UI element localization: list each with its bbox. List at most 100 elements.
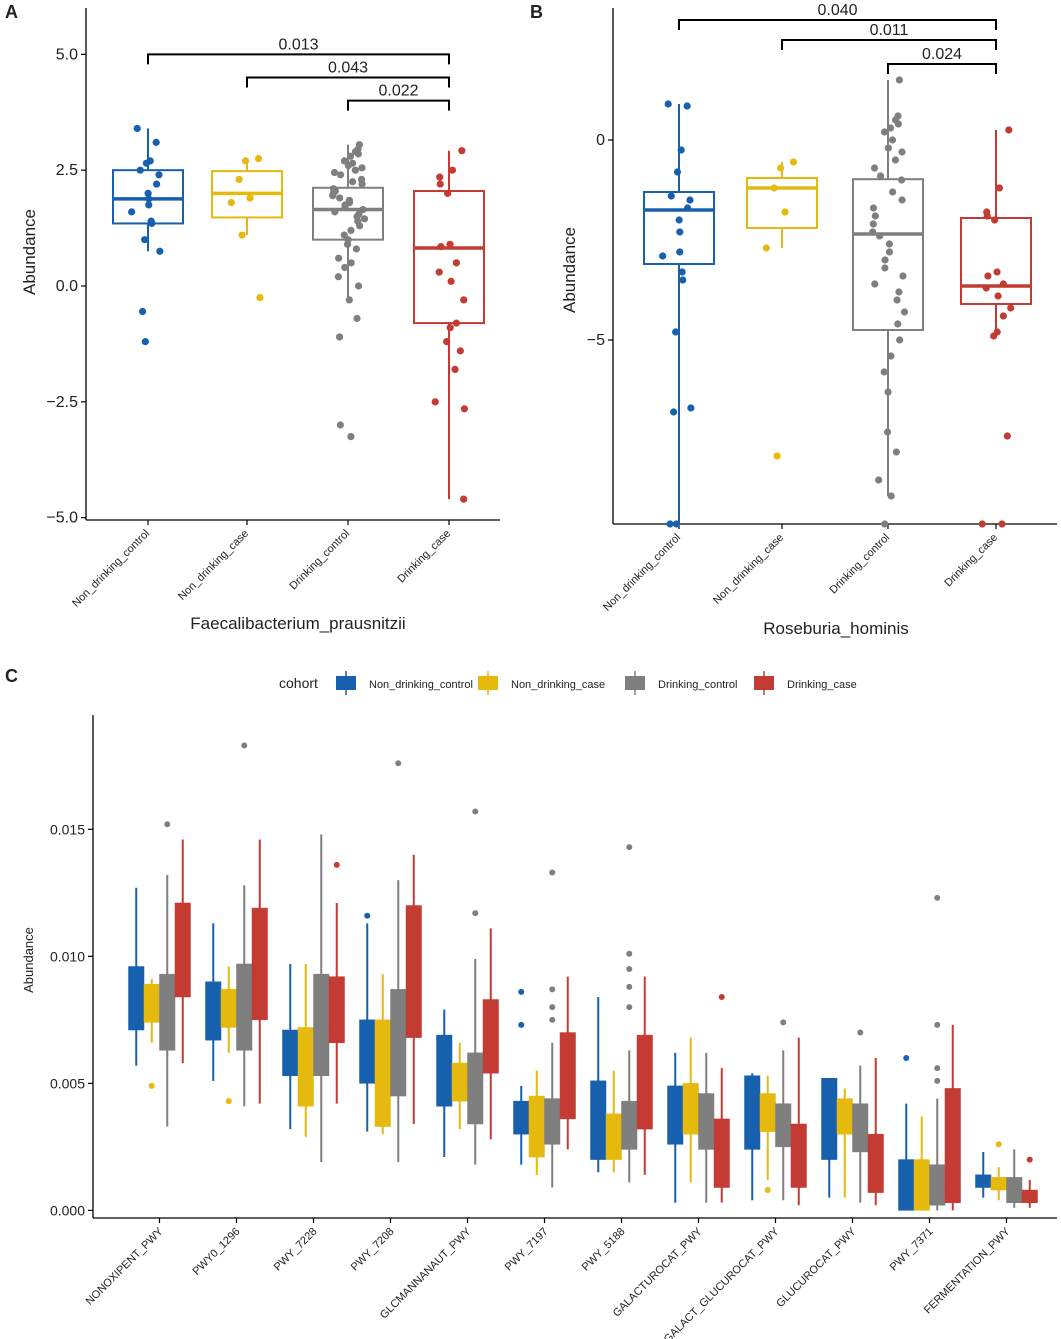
box bbox=[359, 1019, 376, 1084]
data-point bbox=[664, 100, 672, 108]
p-value-label: 0.040 bbox=[817, 2, 857, 19]
data-point bbox=[870, 164, 879, 172]
box bbox=[775, 1103, 792, 1148]
chart-panel-c: Abundance cohort 0.015 0.010 0.005 0.000 NON… bbox=[21, 671, 1057, 1339]
box bbox=[251, 907, 268, 1021]
data-point bbox=[686, 196, 694, 204]
box bbox=[821, 1078, 838, 1160]
data-point bbox=[679, 276, 687, 284]
data-point bbox=[331, 208, 339, 216]
box bbox=[643, 191, 715, 265]
panel-a-y-axis-title: Abundance bbox=[20, 209, 39, 295]
outlier-point bbox=[718, 993, 725, 1000]
panel-b-y-axis-title: Abundance bbox=[560, 227, 579, 313]
data-point bbox=[673, 168, 682, 176]
data-point bbox=[152, 138, 160, 146]
data-point bbox=[894, 320, 902, 328]
box bbox=[929, 1164, 946, 1206]
data-point bbox=[675, 216, 683, 224]
y-tick-label: 5.0 bbox=[56, 46, 78, 63]
x-tick-label: Non_drinking_case bbox=[176, 528, 251, 603]
box bbox=[960, 217, 1032, 305]
data-point bbox=[436, 180, 444, 188]
x-tick-label: PWY_7228 bbox=[272, 1226, 320, 1274]
data-point bbox=[676, 228, 684, 236]
x-tick-label: PWY0_1296 bbox=[190, 1226, 242, 1278]
data-point bbox=[133, 124, 141, 133]
data-point bbox=[344, 161, 352, 170]
data-point bbox=[884, 388, 892, 396]
data-point bbox=[995, 184, 1004, 192]
data-point bbox=[335, 254, 343, 262]
x-tick-label: PWY_7371 bbox=[888, 1226, 936, 1274]
x-tick-label: FERMENTATION_PWY bbox=[922, 1225, 1013, 1316]
data-point bbox=[666, 520, 674, 528]
data-point bbox=[887, 492, 895, 500]
box bbox=[590, 1080, 607, 1160]
data-point bbox=[875, 476, 883, 484]
data-point bbox=[880, 368, 888, 376]
x-tick-label: PWY_5188 bbox=[580, 1226, 628, 1274]
data-point bbox=[346, 152, 355, 160]
data-point bbox=[885, 248, 894, 256]
data-point bbox=[335, 333, 344, 341]
data-point bbox=[672, 520, 680, 528]
x-tick-label: Non_drinking_control bbox=[601, 532, 683, 614]
box bbox=[605, 1113, 622, 1160]
data-point bbox=[1005, 126, 1013, 134]
data-point bbox=[991, 216, 999, 224]
outlier-point bbox=[934, 1065, 941, 1072]
data-point bbox=[895, 76, 903, 84]
data-point bbox=[683, 204, 692, 212]
data-point bbox=[144, 189, 152, 197]
outlier-point bbox=[995, 1141, 1002, 1148]
box bbox=[698, 1093, 715, 1150]
box bbox=[390, 989, 407, 1097]
box bbox=[297, 1027, 314, 1107]
data-point bbox=[435, 268, 443, 276]
data-point bbox=[155, 171, 163, 179]
data-point bbox=[456, 347, 464, 355]
data-point bbox=[999, 280, 1007, 288]
significance-bracket bbox=[347, 99, 450, 111]
data-point bbox=[460, 405, 469, 413]
outlier-point bbox=[934, 1077, 941, 1084]
data-point bbox=[141, 338, 149, 346]
data-point bbox=[341, 263, 349, 272]
y-tick-label: −5 bbox=[587, 332, 605, 349]
data-point bbox=[762, 244, 770, 252]
p-value-label: 0.043 bbox=[328, 60, 368, 77]
outlier-point bbox=[364, 912, 371, 919]
box bbox=[436, 1034, 453, 1107]
outlier-point bbox=[1026, 1156, 1033, 1163]
data-point bbox=[128, 208, 136, 216]
outlier-point bbox=[549, 869, 556, 876]
box bbox=[667, 1085, 684, 1145]
data-point bbox=[770, 184, 778, 192]
data-point bbox=[452, 259, 460, 267]
legend-label: Non_drinking_case bbox=[511, 679, 605, 691]
data-point bbox=[900, 308, 909, 316]
outlier-point bbox=[626, 1004, 633, 1011]
box bbox=[913, 1159, 930, 1211]
data-point bbox=[352, 245, 360, 253]
x-tick-label: Drinking_case bbox=[942, 532, 1000, 590]
data-point bbox=[345, 296, 353, 304]
data-point bbox=[898, 196, 906, 204]
box bbox=[313, 973, 330, 1076]
outlier-point bbox=[934, 894, 941, 901]
outlier-point bbox=[225, 1098, 232, 1105]
x-tick-label: PWY_7208 bbox=[349, 1226, 397, 1274]
y-tick-label: −2.5 bbox=[46, 394, 78, 411]
data-point bbox=[437, 243, 445, 251]
data-point bbox=[897, 176, 906, 184]
data-point bbox=[876, 172, 885, 180]
data-point bbox=[773, 452, 781, 460]
y-tick-label: 0 bbox=[596, 132, 605, 149]
legend-title: cohort bbox=[279, 675, 318, 691]
outlier-point bbox=[518, 1021, 525, 1028]
box bbox=[852, 178, 924, 331]
outlier-point bbox=[549, 1004, 556, 1011]
box bbox=[682, 1083, 699, 1135]
outlier-point bbox=[472, 808, 479, 815]
